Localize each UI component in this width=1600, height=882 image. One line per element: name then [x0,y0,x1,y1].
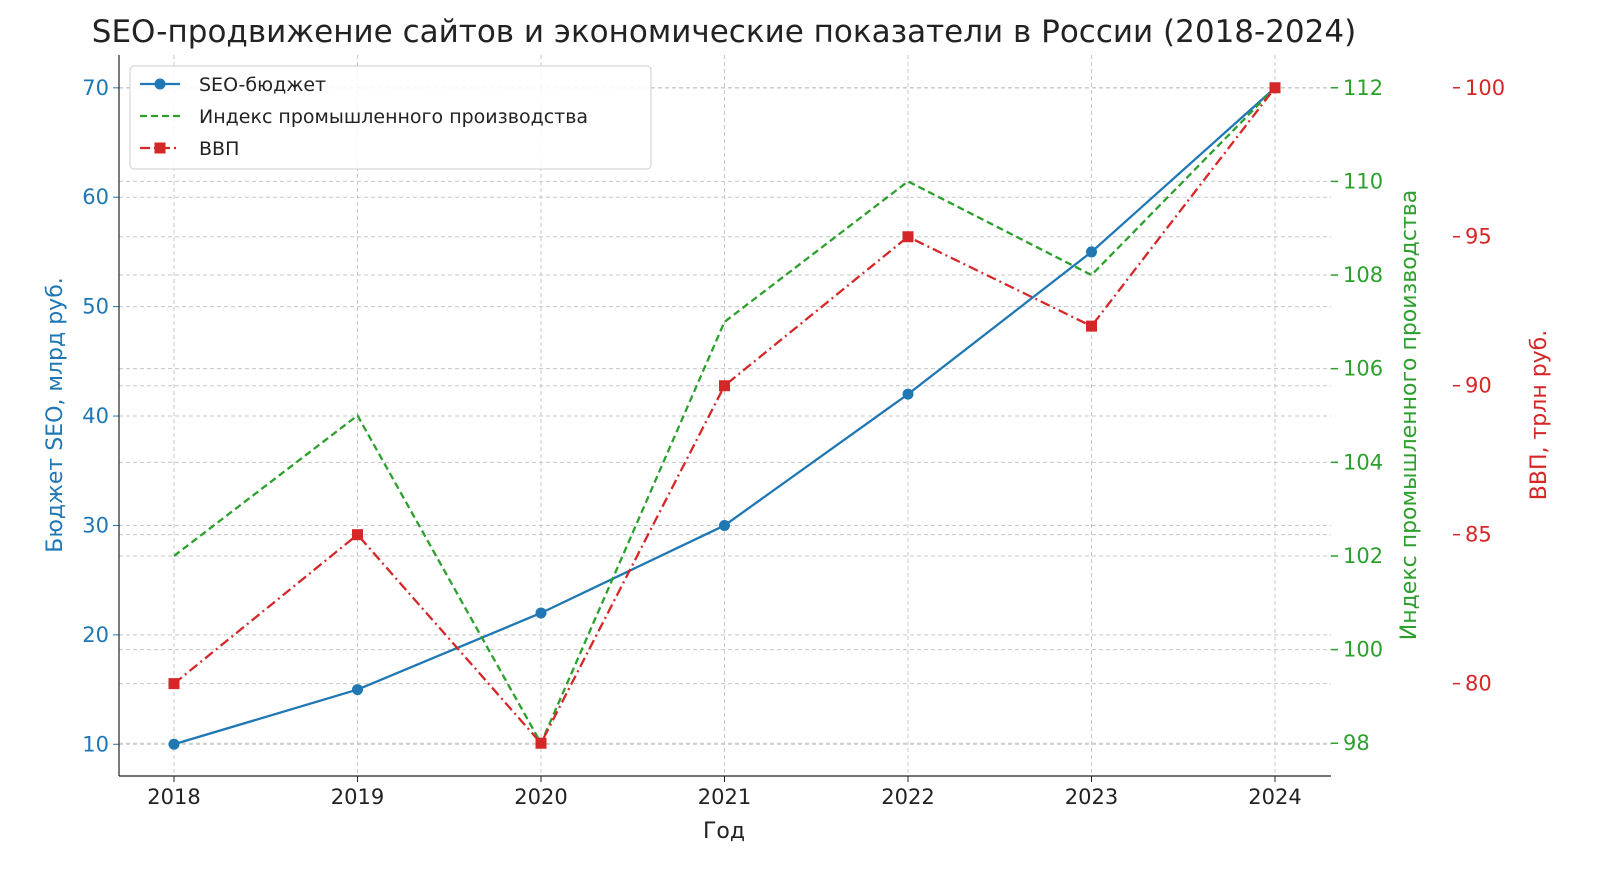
data-point-right2 [352,529,363,541]
legend-box [129,65,652,170]
x-axis-label: Год [703,819,745,844]
y-tick-label-right2: 100 [1465,76,1505,100]
y-tick-label-right2: 80 [1465,672,1492,696]
data-point-left [352,684,363,696]
y-tick-label-left: 20 [82,623,109,647]
x-tick-label: 2022 [881,785,934,809]
x-tick-label: 2020 [514,785,567,809]
data-point-right2 [719,380,730,392]
data-point-left [719,519,730,531]
y-tick-label-right1: 100 [1343,638,1383,662]
y-tick-label-right2: 85 [1465,523,1492,547]
y-tick-label-left: 10 [82,732,109,756]
y-tick-label-right1: 110 [1343,169,1383,193]
y-axis-label-right2: ВВП, трлн руб. [1527,330,1552,500]
x-tick-label: 2018 [147,785,200,809]
legend-marker [154,142,166,154]
x-tick-label: 2021 [698,785,751,809]
y-axis-label-right1: Индекс промышленного производства [1397,190,1422,641]
data-point-left [535,607,547,619]
y-tick-label-right2: 95 [1465,225,1492,249]
y-tick-label-left: 50 [82,295,109,319]
y-tick-label-left: 70 [82,76,109,100]
y-tick-label-right2: 90 [1465,374,1492,398]
legend: SEO-бюджет Индекс промышленного производс… [129,65,652,170]
x-tick-label: 2024 [1248,785,1301,809]
y-axis-label-left: Бюджет SEO, млрд руб. [43,277,68,553]
chart-title: SEO-продвижение сайтов и экономические п… [92,14,1356,50]
data-point-right2 [168,678,180,690]
data-point-right2 [535,737,547,749]
data-point-right2 [1269,82,1281,94]
grid [119,55,1331,776]
data-point-left [168,738,180,750]
x-tick-label: 2023 [1065,785,1118,809]
x-tick-label: 2019 [331,785,384,809]
legend-marker [154,78,166,90]
series-layer [168,82,1281,750]
data-point-left [902,388,914,400]
y-tick-label-left: 60 [82,185,109,209]
legend-label: ВВП [199,138,239,160]
data-point-left [1086,246,1097,258]
axes: 2018 2019 2020 2021 2022 2023 2024 10 20 30 40 50 60… [82,55,1505,809]
y-tick-label-right1: 106 [1343,357,1383,381]
data-point-right2 [1086,320,1097,332]
y-tick-label-right1: 108 [1343,263,1383,287]
data-point-right2 [902,231,914,243]
legend-label: Индекс промышленного производства [199,106,588,128]
series-line-right1 [173,86,1276,746]
y-tick-label-right1: 104 [1343,450,1383,474]
y-tick-label-left: 40 [82,404,109,428]
y-tick-label-right1: 102 [1343,544,1383,568]
y-tick-label-right1: 98 [1343,731,1370,755]
legend-label: SEO-бюджет [199,74,326,96]
y-tick-label-right1: 112 [1343,76,1383,100]
y-tick-label-left: 30 [82,513,109,537]
